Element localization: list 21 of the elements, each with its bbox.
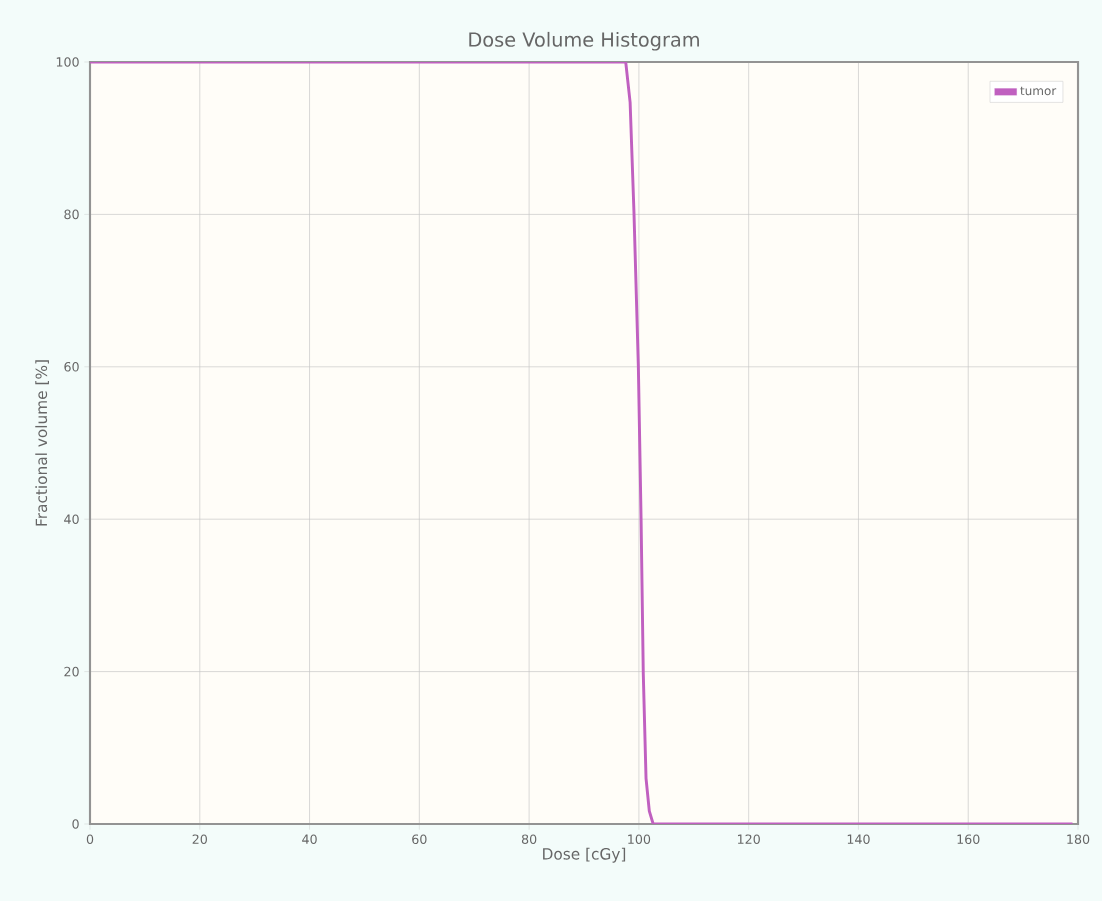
x-tick-label: 0 [86,834,94,844]
x-tick-label: 160 [957,834,980,844]
y-tick-label: 20 [64,666,79,677]
x-tick-label: 80 [521,834,537,844]
y-tick-label: 80 [64,209,79,220]
chart-title: Dose Volume Histogram [469,31,699,51]
y-tick-label: 100 [56,57,79,67]
x-tick-label: 180 [1067,834,1090,844]
x-tick-label: 60 [412,834,427,844]
legend-label: tumor [1020,86,1057,96]
x-tick-label: 40 [302,834,317,844]
x-tick-label: 140 [847,834,870,844]
y-tick-label: 0 [72,819,79,829]
line-series [90,62,1074,824]
x-tick-label: 120 [737,834,760,844]
x-tick-label: 100 [628,834,651,844]
x-tick-label: 20 [192,834,207,844]
y-tick-label: 60 [64,362,79,372]
y-tick-label: 40 [64,514,79,524]
y-axis-title: Fractional volume [%] [35,360,49,526]
x-axis-title: Dose [cGy] [543,847,626,863]
